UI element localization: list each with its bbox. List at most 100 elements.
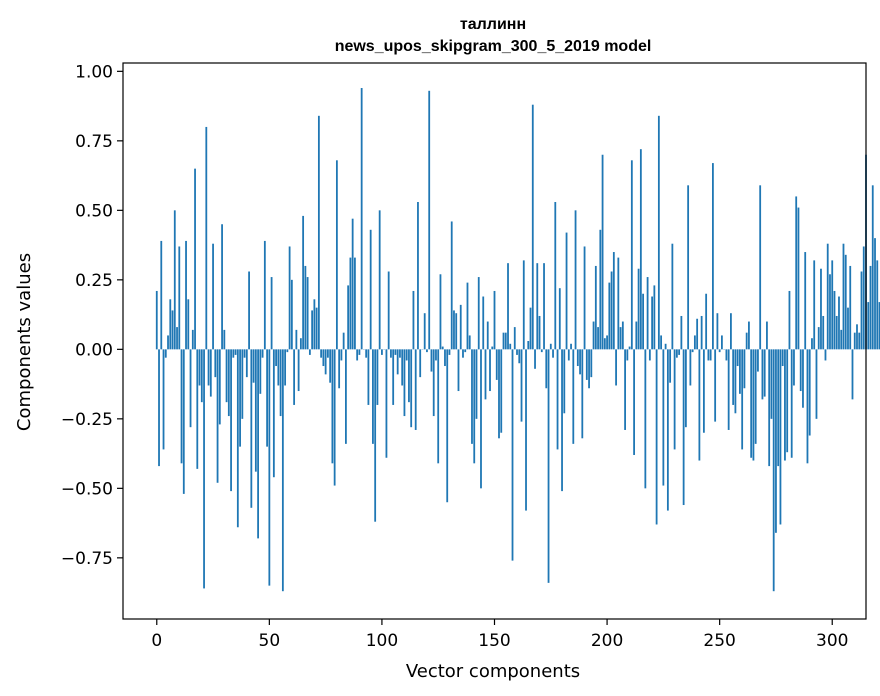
bar-67 xyxy=(306,277,309,350)
x-tick-label: 100 xyxy=(366,631,398,651)
y-tick-label: 1.00 xyxy=(75,62,113,82)
bar-226 xyxy=(664,343,667,350)
bar-38 xyxy=(241,349,244,419)
bar-65 xyxy=(302,215,305,350)
bar-221 xyxy=(653,285,656,350)
bar-17 xyxy=(194,168,196,350)
bar-8 xyxy=(173,210,176,350)
x-tick-label: 200 xyxy=(591,631,623,651)
bar-113 xyxy=(410,349,413,428)
bar-193 xyxy=(590,349,593,378)
bar-310 xyxy=(853,332,856,350)
bar-164 xyxy=(525,349,527,511)
bar-177 xyxy=(554,202,557,350)
bar-246 xyxy=(709,349,712,361)
bar-170 xyxy=(538,315,541,350)
bar-266 xyxy=(754,349,757,444)
bar-99 xyxy=(378,210,381,350)
bar-41 xyxy=(248,271,250,350)
bar-269 xyxy=(761,349,764,400)
bar-279 xyxy=(784,349,786,461)
bar-96 xyxy=(372,349,374,444)
y-tick-label: 0.75 xyxy=(75,132,113,152)
bar-71 xyxy=(315,307,318,350)
bar-140 xyxy=(471,349,473,444)
bar-7 xyxy=(171,310,174,350)
bar-119 xyxy=(423,313,426,350)
bar-283 xyxy=(793,349,795,386)
bar-159 xyxy=(513,327,516,350)
bar-50 xyxy=(268,349,271,586)
bar-5 xyxy=(167,335,169,350)
bar-124 xyxy=(435,349,437,361)
bar-122 xyxy=(430,349,433,372)
bar-28 xyxy=(218,349,221,425)
bar-224 xyxy=(660,335,663,350)
bar-100 xyxy=(381,349,383,355)
x-tick-label: 250 xyxy=(703,631,735,651)
chart-title-line-2: news_upos_skipgram_300_5_2019 model xyxy=(335,38,652,55)
bar-148 xyxy=(489,349,491,392)
bar-188 xyxy=(579,349,581,375)
bar-196 xyxy=(597,327,599,350)
bar-35 xyxy=(234,349,237,355)
bar-88 xyxy=(354,257,356,350)
bar-64 xyxy=(299,338,302,350)
y-tick-label: 0.50 xyxy=(75,201,113,221)
bar-245 xyxy=(707,349,710,361)
bar-238 xyxy=(691,349,694,353)
bar-195 xyxy=(594,265,597,350)
bar-294 xyxy=(817,327,820,350)
bar-166 xyxy=(529,307,532,350)
bar-243 xyxy=(702,349,705,433)
bar-77 xyxy=(329,349,332,383)
bar-49 xyxy=(266,349,268,447)
bar-128 xyxy=(444,349,446,367)
bar-68 xyxy=(308,349,311,355)
bar-13 xyxy=(185,240,187,350)
bar-156 xyxy=(507,263,509,350)
bar-59 xyxy=(288,246,291,350)
bar-303 xyxy=(838,296,840,350)
bar-139 xyxy=(468,335,471,350)
y-axis-ticks: 1.00 0.75 0.50 0.25 0.00 −0.25 −0.50 −0.75 xyxy=(61,62,123,569)
bar-232 xyxy=(678,349,681,355)
y-tick-label: 0.25 xyxy=(75,271,113,291)
bar-90 xyxy=(358,349,361,355)
bar-95 xyxy=(369,229,372,350)
bar-69 xyxy=(311,310,314,350)
bar-313 xyxy=(860,271,863,350)
bar-248 xyxy=(714,349,717,422)
bar-185 xyxy=(572,349,575,444)
bar-104 xyxy=(390,349,392,358)
bar-288 xyxy=(804,252,807,350)
bar-280 xyxy=(786,349,789,453)
bar-32 xyxy=(227,349,230,417)
bar-208 xyxy=(624,349,626,430)
bar-121 xyxy=(428,90,431,350)
bar-75 xyxy=(324,349,327,375)
bar-247 xyxy=(712,163,714,350)
bar-20 xyxy=(200,349,203,403)
bar-260 xyxy=(741,349,744,450)
bar-171 xyxy=(540,349,543,353)
bar-216 xyxy=(642,293,644,350)
bar-11 xyxy=(180,349,183,464)
bar-126 xyxy=(439,274,442,350)
bar-147 xyxy=(486,321,489,350)
bar-290 xyxy=(808,349,811,436)
bar-2 xyxy=(160,240,163,350)
x-tick-label: 0 xyxy=(151,631,162,651)
bar-257 xyxy=(734,349,737,414)
bar-262 xyxy=(745,332,748,350)
bar-281 xyxy=(788,290,791,350)
bar-160 xyxy=(516,349,518,355)
bar-239 xyxy=(693,335,696,350)
bar-78 xyxy=(331,349,334,464)
bar-168 xyxy=(534,349,536,369)
bar-213 xyxy=(635,321,638,350)
bar-131 xyxy=(450,221,453,350)
bar-255 xyxy=(730,313,732,350)
bar-114 xyxy=(412,290,415,350)
bar-46 xyxy=(259,349,262,394)
